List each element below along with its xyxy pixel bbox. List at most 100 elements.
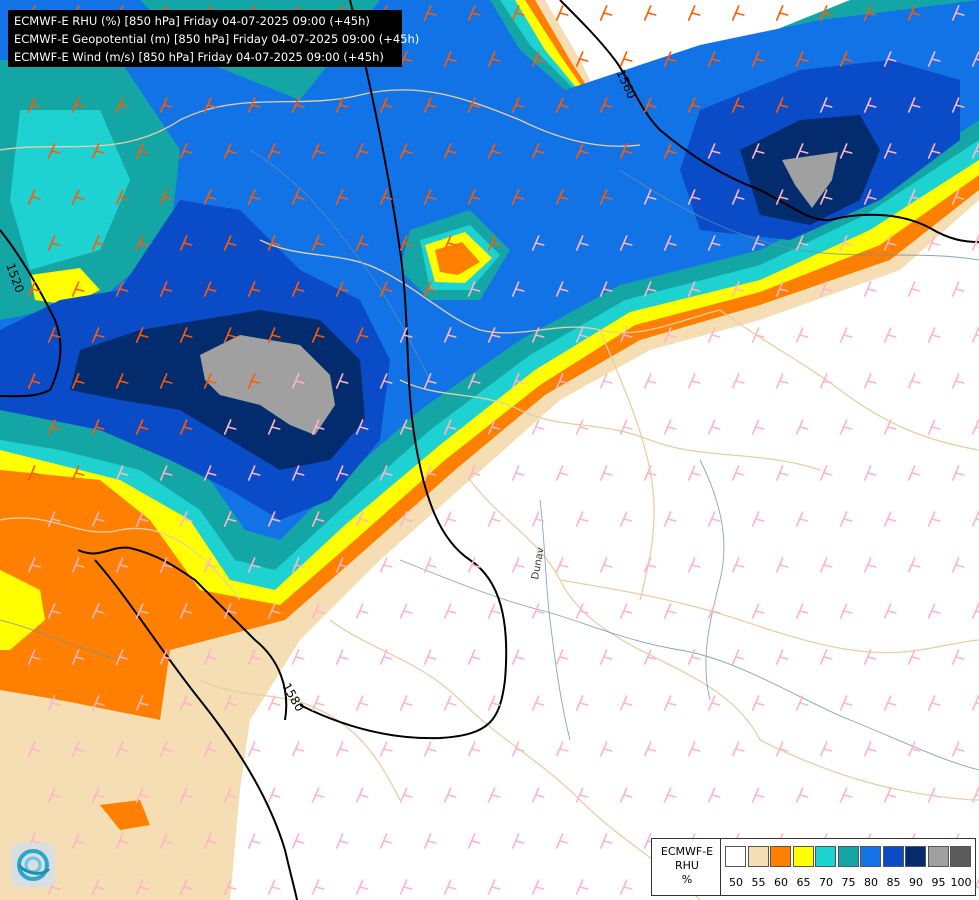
wind-barb <box>47 327 61 343</box>
wind-barb <box>907 97 921 113</box>
wind-barb <box>115 741 129 757</box>
wind-barb <box>159 557 173 573</box>
wind-barb <box>951 5 965 21</box>
wind-barb <box>247 189 261 205</box>
wind-barb <box>443 603 457 619</box>
wind-barb <box>355 143 369 159</box>
wind-barb <box>599 189 613 205</box>
wind-barb <box>179 603 193 619</box>
wind-barb <box>883 695 897 711</box>
wind-barb <box>951 741 965 757</box>
wind-barb <box>839 511 853 527</box>
wind-barb <box>47 511 61 527</box>
wind-barb <box>179 327 193 343</box>
wind-barb <box>707 603 721 619</box>
wind-barb <box>687 557 701 573</box>
wind-barb <box>247 465 261 481</box>
wind-barb <box>267 327 281 343</box>
wind-barb <box>203 833 217 849</box>
wind-barb <box>599 649 613 665</box>
wind-barb <box>267 879 281 895</box>
legend-tick-75: 75 <box>841 876 856 889</box>
wind-barb <box>159 833 173 849</box>
wind-barb <box>839 419 853 435</box>
legend-tick-90: 90 <box>909 876 923 889</box>
legend-tick-60: 60 <box>774 876 788 889</box>
wind-barb <box>555 373 569 389</box>
wind-barb <box>555 557 569 573</box>
wind-barb <box>971 603 979 619</box>
wind-barb <box>575 51 589 67</box>
wind-barb <box>467 833 481 849</box>
wind-barb <box>819 97 833 113</box>
wind-barb <box>311 603 325 619</box>
wind-barb <box>223 603 237 619</box>
wind-barb <box>531 603 545 619</box>
wind-barb <box>467 649 481 665</box>
wind-barb <box>159 649 173 665</box>
wind-barb <box>467 5 481 21</box>
wind-barb <box>751 51 765 67</box>
wind-barb <box>619 419 633 435</box>
wind-barb <box>619 51 633 67</box>
wind-barb <box>223 879 237 895</box>
wind-barb <box>819 741 833 757</box>
wind-barb <box>203 649 217 665</box>
wind-barb <box>247 649 261 665</box>
wind-barb <box>511 189 525 205</box>
wind-barb <box>115 189 129 205</box>
legend-swatch-80 <box>860 846 881 867</box>
wind-barb <box>619 235 633 251</box>
wind-barb <box>731 741 745 757</box>
wind-barb <box>531 235 545 251</box>
wind-barb <box>355 235 369 251</box>
wind-barb <box>355 603 369 619</box>
legend-swatch-60 <box>770 846 791 867</box>
wind-barb <box>643 373 657 389</box>
legend-label: ECMWF-E RHU % <box>652 845 722 887</box>
wind-barb <box>599 833 613 849</box>
wind-barb <box>159 281 173 297</box>
wind-barb <box>91 143 105 159</box>
wind-barb <box>575 143 589 159</box>
wind-barb <box>27 465 41 481</box>
wind-barb <box>159 741 173 757</box>
legend-swatch-100 <box>950 846 971 867</box>
wind-barb <box>71 833 85 849</box>
wind-barb <box>91 511 105 527</box>
wind-barb <box>291 741 305 757</box>
wind-barb <box>663 51 677 67</box>
wind-barb <box>203 97 217 113</box>
wind-barb <box>663 511 677 527</box>
wind-barb <box>971 235 979 251</box>
wind-barb <box>731 5 745 21</box>
wind-barb <box>819 557 833 573</box>
wind-barb <box>971 695 979 711</box>
wind-barb <box>179 511 193 527</box>
wind-barb <box>247 557 261 573</box>
wind-barb <box>819 189 833 205</box>
legend-swatch-95 <box>927 846 949 867</box>
wind-barb <box>707 511 721 527</box>
wind-barb <box>379 373 393 389</box>
wind-barb <box>883 511 897 527</box>
wind-barb <box>27 281 41 297</box>
wind-barb <box>467 281 481 297</box>
wind-barb <box>91 879 105 895</box>
wind-barb <box>487 235 501 251</box>
wind-barb <box>555 741 569 757</box>
wind-barb <box>311 419 325 435</box>
wind-barb <box>135 695 149 711</box>
wind-barb <box>907 5 921 21</box>
wind-barb <box>751 235 765 251</box>
wind-barb <box>555 5 569 21</box>
title-line-geopotential: ECMWF-E Geopotential (m) [850 hPa] Frida… <box>14 32 420 46</box>
wind-barb <box>311 327 325 343</box>
wind-barb <box>399 879 413 895</box>
wind-barb <box>71 189 85 205</box>
legend-tick-70: 70 <box>819 876 833 889</box>
wind-barb <box>555 189 569 205</box>
wind-barb <box>971 51 979 67</box>
wind-barb <box>927 511 941 527</box>
